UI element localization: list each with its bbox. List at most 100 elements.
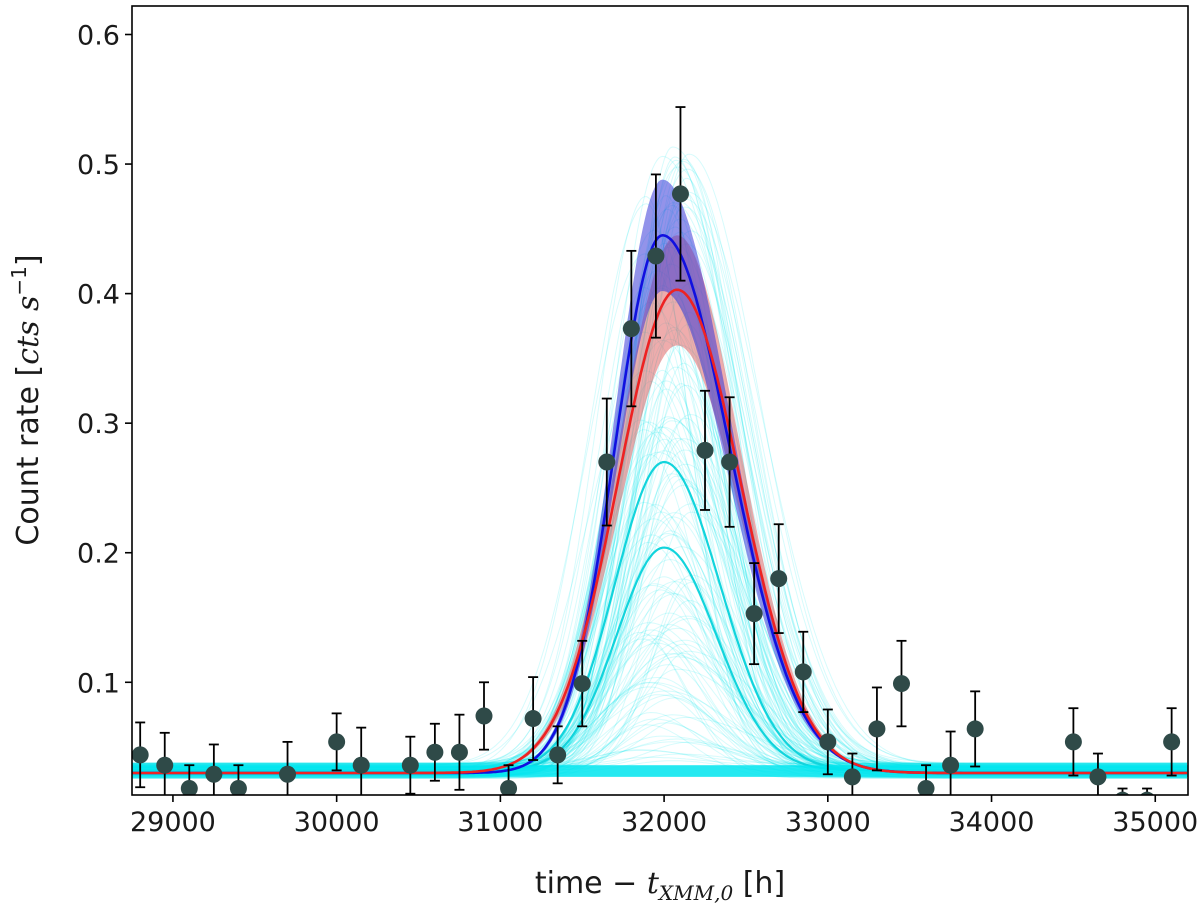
- sample-curve: [132, 518, 1187, 766]
- y-axis-ticks: 0.1 0.2 0.3 0.4 0.5 0.6: [77, 21, 132, 699]
- data-marker: [794, 663, 812, 681]
- data-point: [524, 676, 542, 761]
- data-marker: [647, 247, 665, 265]
- sample-curve: [132, 694, 1187, 779]
- data-marker: [401, 756, 419, 774]
- data-marker: [892, 675, 910, 693]
- sample-lower-curve: [132, 546, 1187, 772]
- sample-curve: [132, 546, 1187, 764]
- sample-curve: [132, 530, 1187, 775]
- data-point: [868, 686, 886, 772]
- sample-curve: [132, 638, 1187, 766]
- sample-curve: [132, 362, 1187, 779]
- data-point: [647, 173, 665, 339]
- data-point: [401, 735, 419, 795]
- data-point: [1064, 707, 1082, 777]
- sample-curve: [132, 437, 1187, 778]
- data-point: [500, 764, 518, 795]
- sample-curve: [132, 503, 1187, 766]
- sample-curve: [132, 615, 1187, 766]
- x-axis-ticks: 29000 30000 31000 32000 33000 34000 35000: [130, 795, 1198, 838]
- data-point: [279, 740, 297, 795]
- sample-curve: [132, 622, 1187, 779]
- data-marker: [180, 780, 198, 795]
- y-tick-label: 0.2: [77, 539, 120, 570]
- sample-curve: [132, 414, 1187, 768]
- data-marker: [1089, 768, 1107, 786]
- data-marker: [524, 710, 542, 728]
- y-tick-label: 0.5: [77, 150, 120, 181]
- data-marker: [500, 780, 518, 795]
- data-point: [671, 106, 689, 282]
- data-marker: [696, 441, 714, 459]
- data-marker: [942, 756, 960, 774]
- sample-curve: [132, 450, 1187, 769]
- data-point: [426, 722, 444, 782]
- data-point: [770, 523, 788, 634]
- sample-curve: [132, 417, 1187, 768]
- sample-curve: [132, 632, 1187, 779]
- sample-curve: [132, 511, 1187, 779]
- data-marker: [868, 720, 886, 738]
- baseline-sample-band: [132, 765, 1188, 777]
- red-model-band: [132, 235, 1187, 773]
- y-tick-label: 0.3: [77, 409, 120, 440]
- data-point: [205, 743, 223, 795]
- data-point: [328, 712, 346, 772]
- sample-curve: [132, 331, 1187, 774]
- x-tick-label: 30000: [294, 807, 380, 838]
- data-marker: [622, 320, 640, 338]
- x-tick-label: 34000: [949, 807, 1035, 838]
- y-axis-label: Count rate [cts s−1]: [7, 254, 46, 545]
- data-point: [1089, 752, 1107, 795]
- sample-curve: [132, 618, 1187, 768]
- sample-curve: [132, 155, 1187, 764]
- data-point: [942, 730, 960, 795]
- sample-curve: [132, 576, 1187, 779]
- data-point: [745, 562, 763, 666]
- sample-curve: [132, 653, 1187, 768]
- data-point: [917, 764, 935, 795]
- data-point: [156, 731, 174, 795]
- data-points: [132, 106, 1188, 795]
- data-marker: [1140, 791, 1154, 795]
- sample-curve: [132, 639, 1187, 764]
- data-point: [892, 639, 910, 728]
- red-model-curve: [132, 288, 1187, 775]
- data-marker: [917, 780, 935, 795]
- data-point: [475, 681, 493, 751]
- data-point: [573, 639, 591, 728]
- x-tick-label: 35000: [1112, 807, 1198, 838]
- sample-curve: [132, 388, 1187, 765]
- data-point: [721, 396, 739, 528]
- data-marker: [671, 185, 689, 203]
- data-marker: [1115, 791, 1130, 795]
- sample-curve: [132, 656, 1187, 764]
- sample-curve: [132, 324, 1187, 779]
- sample-curve: [132, 502, 1187, 766]
- data-marker: [450, 743, 468, 761]
- sample-curve: [132, 686, 1187, 766]
- sample-curve: [132, 426, 1187, 771]
- data-point: [352, 726, 370, 795]
- data-marker: [573, 675, 591, 693]
- data-marker: [475, 707, 493, 725]
- y-tick-label: 0.1: [77, 668, 120, 699]
- sample-curve: [132, 599, 1187, 764]
- plot-area: [132, 106, 1188, 795]
- data-marker: [279, 765, 297, 783]
- data-marker: [745, 605, 763, 623]
- data-marker: [328, 733, 346, 751]
- data-point: [1115, 787, 1130, 795]
- sample-curve: [132, 652, 1187, 770]
- data-marker: [426, 743, 444, 761]
- sample-curve: [132, 516, 1187, 766]
- data-marker: [1187, 752, 1188, 758]
- data-point: [622, 249, 640, 408]
- data-marker: [1163, 733, 1181, 751]
- data-point: [819, 708, 837, 776]
- sample-curve: [132, 293, 1187, 775]
- sample-curve: [132, 449, 1187, 772]
- x-axis-label: time − tXMM,0 [h]: [535, 866, 785, 905]
